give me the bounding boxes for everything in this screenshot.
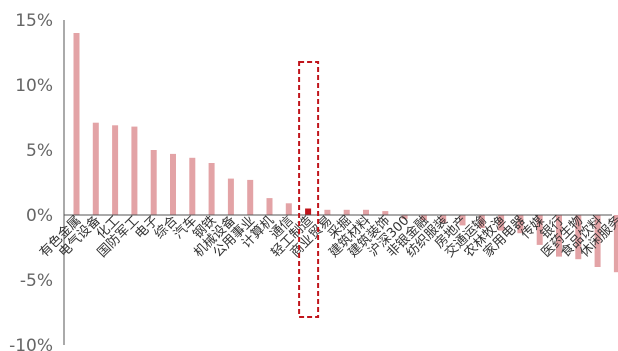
bar-轻工制造 [305,208,312,215]
bar-银行 [556,215,562,257]
bar-综合 [170,153,176,215]
bar-公用事业 [247,179,254,215]
bar-电气设备 [92,122,99,215]
bar-交通运输 [478,215,485,228]
bar-房地产 [459,215,466,226]
bar-沪深300 [401,215,408,219]
bar-有色金属 [73,33,80,215]
highlight-box [298,61,320,318]
y-axis: 15% 10% 5% 0% -5% -10% [9,11,65,351]
bar-食品饮料 [594,215,601,267]
bars [73,33,618,273]
bar-非银金融 [420,215,427,221]
bar-建筑材料 [363,209,369,215]
bar-纺织服装 [440,215,447,223]
bar-通信 [285,203,292,215]
bar-电子 [150,150,157,215]
bar-农林牧渔 [498,215,505,231]
bar-计算机 [266,198,273,215]
y-tick-label: 0% [26,206,53,226]
bar-传媒 [536,215,543,245]
bar-医药生物 [575,215,582,260]
y-tick-label: -5% [20,271,53,291]
bar-采掘 [343,209,350,215]
bar-化工 [112,125,119,215]
x-tick-labels: 有色金属电气设备化工国防军工电子综合汽车钢铁机械设备公用事业计算机通信轻工制造商… [36,213,618,261]
bar-建筑装饰 [382,211,389,215]
bar-钢铁 [208,163,215,215]
y-tick-label: -10% [9,336,53,351]
y-tick-label: 10% [15,76,53,96]
y-tick-label: 5% [26,141,53,161]
bar-机械设备 [227,178,234,215]
bar-国防军工 [131,126,138,215]
bar-休闲服务 [613,215,618,273]
y-tick-label: 15% [15,11,53,31]
bar-商业贸易 [324,209,331,215]
bar-家用电器 [517,215,524,234]
bar-汽车 [189,157,196,215]
